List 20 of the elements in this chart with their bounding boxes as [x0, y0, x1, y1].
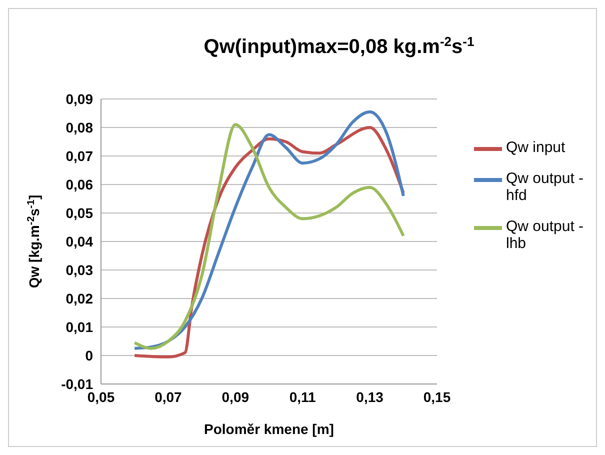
- x-tick-label: 0,07: [154, 388, 182, 405]
- legend-label: Qw input: [506, 139, 566, 156]
- y-tick-label: 0: [85, 347, 94, 364]
- y-tick-label: 0,05: [66, 204, 94, 221]
- y-tick-label: 0,07: [66, 148, 94, 164]
- x-tick-label: 0,11: [289, 388, 316, 405]
- x-tick-label: 0,09: [222, 388, 250, 405]
- chart-title: Qw(input)max=0,08 kg.m$^{-2}$s$^{-1}$: [204, 34, 474, 58]
- y-tick-label: 0,06: [66, 176, 94, 192]
- y-tick-label: 0,09: [66, 90, 94, 107]
- x-tick-label: 0,15: [423, 388, 451, 405]
- x-axis-title: Poloměr kmene [m]: [204, 421, 334, 437]
- y-tick-label: 0,08: [66, 119, 94, 136]
- x-tick-label: 0,13: [356, 388, 384, 405]
- y-tick-label: 0,04: [66, 233, 94, 250]
- y-tick-label: 0,01: [66, 318, 94, 335]
- y-tick-label: 0,03: [66, 262, 94, 278]
- legend-label: Qw output - lhb: [506, 218, 585, 252]
- legend-label: Qw output - hfd: [506, 170, 585, 204]
- y-tick-label: 0,02: [66, 290, 94, 306]
